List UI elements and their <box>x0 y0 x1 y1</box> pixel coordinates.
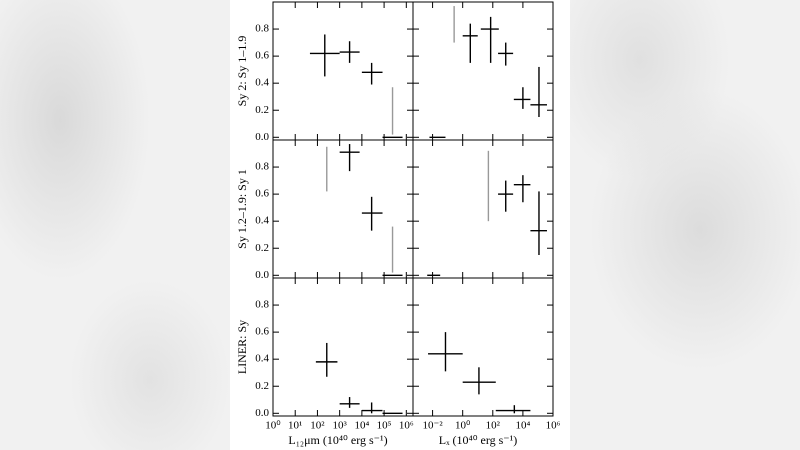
panel-frame <box>272 277 414 417</box>
y-tick-label: 0.4 <box>255 353 269 365</box>
figure-sheet <box>230 0 570 450</box>
x-tick-label: 10² <box>310 420 325 432</box>
y-tick-label: 0.0 <box>255 407 269 419</box>
x-tick-label: 10³ <box>332 420 347 432</box>
x-axis-label: Lₓ (10⁴⁰ erg s⁻¹) <box>439 433 518 447</box>
y-axis-label: Sy 2: Sy 1–1.9 <box>235 36 249 107</box>
x-axis-label: L₁₂μm (10⁴⁰ erg s⁻¹) <box>288 433 387 447</box>
x-tick-label: 10² <box>486 420 501 432</box>
y-tick-label: 0.0 <box>255 131 269 143</box>
y-tick-label: 0.8 <box>255 23 269 35</box>
y-tick-label: 0.6 <box>255 326 269 338</box>
y-axis-label: Sy 1.2–1.9: Sy 1 <box>235 169 249 249</box>
x-tick-label: 10⁵ <box>377 420 392 432</box>
x-tick-label: 10⁶ <box>546 420 561 432</box>
x-tick-label: 10⁰ <box>455 420 471 432</box>
y-tick-label: 0.0 <box>255 269 269 281</box>
x-tick-label: 10¹ <box>288 420 302 432</box>
y-tick-label: 0.2 <box>255 242 269 254</box>
y-tick-label: 0.6 <box>255 188 269 200</box>
y-tick-label: 0.6 <box>255 50 269 62</box>
y-tick-label: 0.8 <box>255 161 269 173</box>
y-tick-label: 0.2 <box>255 104 269 116</box>
y-tick-label: 0.2 <box>255 380 269 392</box>
y-tick-label: 0.4 <box>255 215 269 227</box>
x-tick-label: 10⁶ <box>399 420 414 432</box>
panel-frame <box>412 1 554 141</box>
x-tick-label: 10⁻² <box>423 420 444 432</box>
x-tick-label: 10⁴ <box>515 420 530 432</box>
x-tick-label: 10⁰ <box>265 420 281 432</box>
y-tick-label: 0.8 <box>255 299 269 311</box>
y-axis-label: LINER: Sy <box>235 320 249 374</box>
y-tick-label: 0.4 <box>255 77 269 89</box>
panel-frame <box>412 139 554 279</box>
panel-frame <box>412 277 554 417</box>
x-tick-label: 10⁴ <box>354 420 369 432</box>
